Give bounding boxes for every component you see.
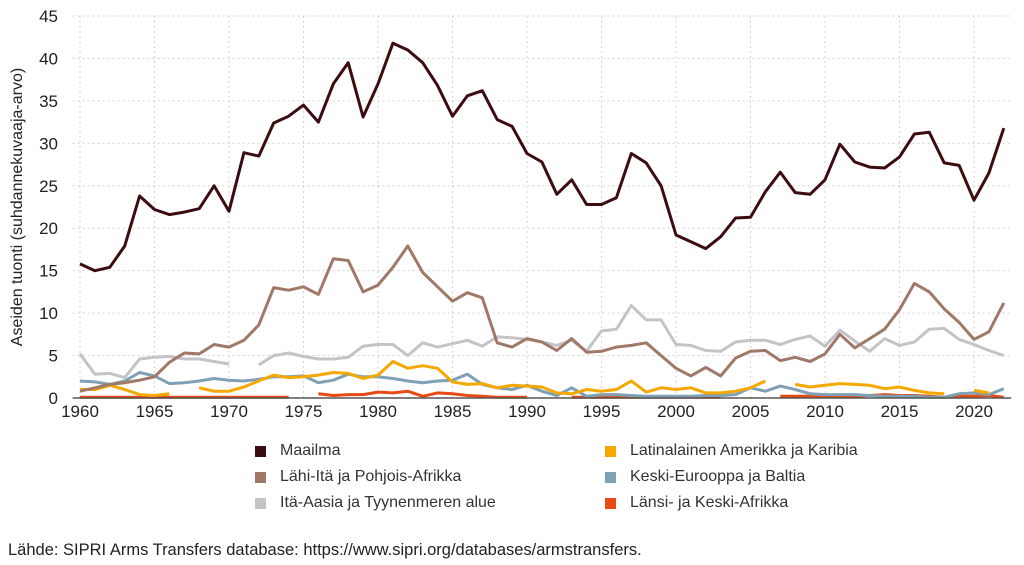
series-line-segment	[79, 41, 1006, 273]
legend-label: Keski-Eurooppa ja Baltia	[630, 468, 806, 485]
y-tick-label: 25	[39, 177, 58, 196]
legend-swatch	[605, 497, 616, 509]
x-tick-label: 1970	[210, 402, 248, 421]
x-tick-label: 1980	[359, 402, 397, 421]
x-tick-label: 1965	[136, 402, 174, 421]
legend: Maailma Latinalainen Amerikka ja Karibia L…	[255, 440, 905, 514]
grid	[72, 15, 1012, 398]
legend-item: Länsi- ja Keski-Afrikka	[605, 492, 905, 514]
x-tick-label: 1995	[583, 402, 621, 421]
legend-label: Lähi-Itä ja Pohjois-Afrikka	[280, 468, 462, 485]
legend-item: Lähi-Itä ja Pohjois-Afrikka	[255, 466, 605, 488]
y-tick-label: 40	[39, 49, 58, 68]
x-tick-label: 2015	[881, 402, 919, 421]
legend-item: Keski-Eurooppa ja Baltia	[605, 466, 905, 488]
series-line-segment	[198, 360, 767, 396]
legend-item: Latinalainen Amerikka ja Karibia	[605, 440, 905, 462]
legend-label: Latinalainen Amerikka ja Karibia	[630, 442, 858, 459]
x-tick-label: 1960	[61, 402, 99, 421]
y-tick-label: 35	[39, 92, 58, 111]
legend-item: Itä-Aasia ja Tyynenmeren alue	[255, 492, 605, 514]
y-tick-label: 5	[49, 347, 58, 366]
source-note: Lähde: SIPRI Arms Transfers database: ht…	[8, 541, 642, 559]
series-line-segment	[318, 389, 527, 399]
y-axis-label: Aseiden tuonti (suhdannekuvaaja-arvo)	[9, 68, 26, 346]
y-tick-label: 15	[39, 262, 58, 281]
series-line-segment	[79, 244, 1006, 393]
legend-swatch	[255, 445, 266, 457]
legend-swatch	[255, 471, 266, 483]
legend-label: Itä-Aasia ja Tyynenmeren alue	[280, 494, 496, 511]
y-tick-label: 45	[39, 7, 58, 26]
series-line-segment	[258, 304, 1005, 367]
series-line-segment	[80, 383, 170, 397]
x-tick-label: 2020	[955, 402, 993, 421]
series-lines	[78, 41, 1006, 399]
series-line-segment	[79, 371, 1005, 399]
legend-label: Maailma	[280, 442, 341, 459]
x-tick-label: 1985	[434, 402, 472, 421]
legend-item: Maailma	[255, 440, 605, 462]
x-tick-label: 2010	[806, 402, 844, 421]
series-line-segment	[973, 388, 990, 395]
legend-swatch	[255, 497, 266, 509]
y-tick-label: 20	[39, 219, 58, 238]
series-line-segment	[794, 382, 945, 396]
x-tick-label: 1990	[508, 402, 546, 421]
y-tick-label: 30	[39, 134, 58, 153]
tick-labels: 0 5 10 15 20 25 30 35 40 45 1960 1965 1970 1975 1980 19…	[39, 7, 993, 421]
x-tick-label: 1975	[285, 402, 323, 421]
y-tick-label: 0	[49, 389, 58, 408]
x-tick-label: 2005	[732, 402, 770, 421]
series-line-segment	[78, 353, 230, 380]
legend-swatch	[605, 471, 616, 483]
line-chart: 0 5 10 15 20 25 30 35 40 45 1960 1965 1970 1975 1980 19…	[9, 7, 1012, 421]
x-tick-label: 2000	[657, 402, 695, 421]
legend-label: Länsi- ja Keski-Afrikka	[630, 494, 789, 511]
legend-swatch	[605, 445, 616, 457]
y-tick-label: 10	[39, 304, 58, 323]
